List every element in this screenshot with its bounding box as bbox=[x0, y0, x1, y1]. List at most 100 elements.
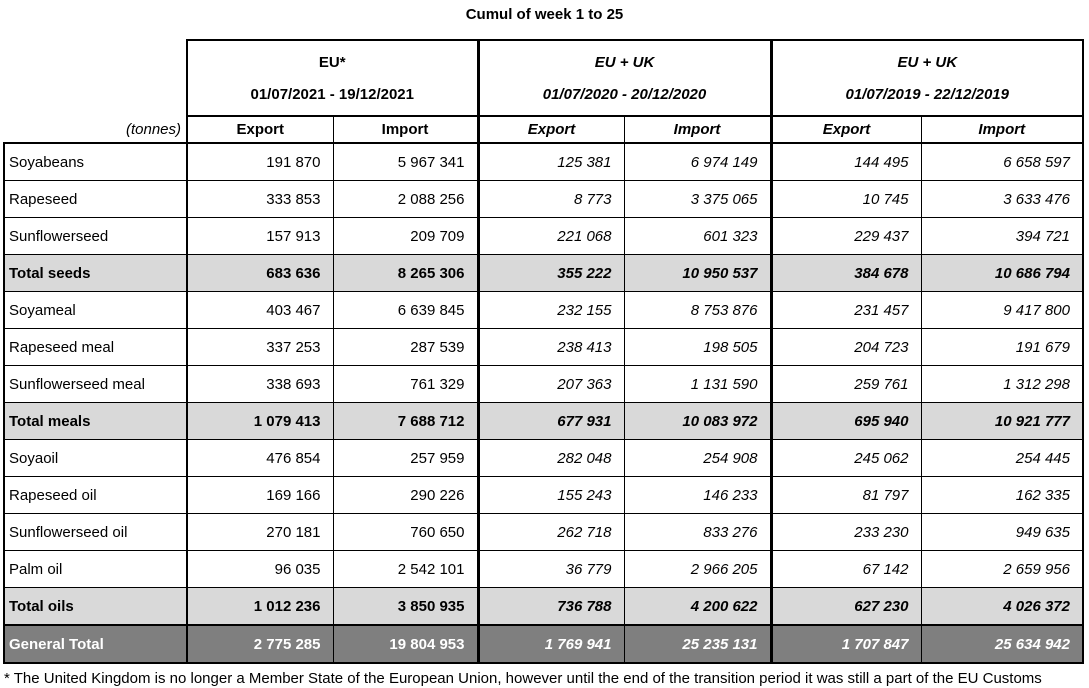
column-group-period: 01/07/2019 - 22/12/2019 bbox=[845, 85, 1009, 103]
row-label: Soyaoil bbox=[3, 439, 188, 477]
cell-export: 229 437 bbox=[769, 217, 922, 255]
cell-import: 3 375 065 bbox=[623, 180, 772, 218]
row-label: Soyabeans bbox=[3, 142, 188, 181]
row-palm-oil: Palm oil 96 035 2 542 101 36 779 2 966 2… bbox=[3, 550, 1084, 588]
row-label: Total oils bbox=[3, 587, 188, 626]
col-header-export: Export bbox=[476, 115, 625, 144]
cell-import: 760 650 bbox=[332, 513, 479, 551]
cell-import: 6 974 149 bbox=[623, 142, 772, 181]
col-header-import: Import bbox=[920, 115, 1084, 144]
cell-export: 403 467 bbox=[186, 291, 334, 329]
cell-import: 254 445 bbox=[920, 439, 1084, 477]
cell-export: 736 788 bbox=[476, 587, 625, 626]
cell-import: 7 688 712 bbox=[332, 402, 479, 440]
col-header-import: Import bbox=[623, 115, 772, 144]
cell-export: 96 035 bbox=[186, 550, 334, 588]
corner-cell bbox=[4, 40, 187, 116]
cell-import: 9 417 800 bbox=[920, 291, 1084, 329]
cell-export: 169 166 bbox=[186, 476, 334, 514]
cell-import: 1 131 590 bbox=[623, 365, 772, 403]
cell-export: 259 761 bbox=[769, 365, 922, 403]
cell-export: 204 723 bbox=[769, 328, 922, 366]
row-total-meals: Total meals 1 079 413 7 688 712 677 931 … bbox=[3, 402, 1084, 440]
cell-export: 683 636 bbox=[186, 254, 334, 292]
row-label: Soyameal bbox=[3, 291, 188, 329]
cell-export: 1 707 847 bbox=[769, 624, 922, 664]
cell-export: 695 940 bbox=[769, 402, 922, 440]
row-label: Sunflowerseed meal bbox=[3, 365, 188, 403]
column-group-eu-uk-2019: EU + UK 01/07/2019 - 22/12/2019 bbox=[769, 39, 1084, 117]
cell-export: 67 142 bbox=[769, 550, 922, 588]
column-group-eu-2021: EU* 01/07/2021 - 19/12/2021 bbox=[186, 39, 479, 117]
cell-export: 245 062 bbox=[769, 439, 922, 477]
cell-import: 287 539 bbox=[332, 328, 479, 366]
cell-export: 1 012 236 bbox=[186, 587, 334, 626]
row-general-total: General Total 2 775 285 19 804 953 1 769… bbox=[3, 624, 1084, 664]
cell-import: 2 966 205 bbox=[623, 550, 772, 588]
page-title: Cumul of week 1 to 25 bbox=[465, 6, 624, 23]
cell-import: 2 088 256 bbox=[332, 180, 479, 218]
cell-import: 19 804 953 bbox=[332, 624, 479, 664]
cell-export: 207 363 bbox=[476, 365, 625, 403]
cell-export: 338 693 bbox=[186, 365, 334, 403]
column-group-name: EU* bbox=[318, 53, 346, 71]
cell-import: 10 921 777 bbox=[920, 402, 1084, 440]
cell-export: 337 253 bbox=[186, 328, 334, 366]
cell-import: 5 967 341 bbox=[332, 142, 479, 181]
row-label: General Total bbox=[3, 624, 188, 664]
row-sunflowerseed-meal: Sunflowerseed meal 338 693 761 329 207 3… bbox=[3, 365, 1084, 403]
row-label: Sunflowerseed oil bbox=[3, 513, 188, 551]
cell-export: 155 243 bbox=[476, 476, 625, 514]
row-rapeseed-oil: Rapeseed oil 169 166 290 226 155 243 146… bbox=[3, 476, 1084, 514]
column-group-period: 01/07/2021 - 19/12/2021 bbox=[250, 85, 414, 103]
cell-export: 1 769 941 bbox=[476, 624, 625, 664]
cell-import: 394 721 bbox=[920, 217, 1084, 255]
cell-export: 476 854 bbox=[186, 439, 334, 477]
group-header-row: EU* 01/07/2021 - 19/12/2021 EU + UK 01/0… bbox=[4, 39, 1084, 117]
cell-export: 333 853 bbox=[186, 180, 334, 218]
cell-export: 232 155 bbox=[476, 291, 625, 329]
row-sunflowerseed-oil: Sunflowerseed oil 270 181 760 650 262 71… bbox=[3, 513, 1084, 551]
row-total-oils: Total oils 1 012 236 3 850 935 736 788 4… bbox=[3, 587, 1084, 626]
cell-export: 144 495 bbox=[769, 142, 922, 181]
row-soyameal: Soyameal 403 467 6 639 845 232 155 8 753… bbox=[3, 291, 1084, 329]
cell-export: 231 457 bbox=[769, 291, 922, 329]
cell-export: 191 870 bbox=[186, 142, 334, 181]
cell-import: 10 950 537 bbox=[623, 254, 772, 292]
cell-import: 290 226 bbox=[332, 476, 479, 514]
cell-import: 601 323 bbox=[623, 217, 772, 255]
cell-export: 125 381 bbox=[476, 142, 625, 181]
row-total-seeds: Total seeds 683 636 8 265 306 355 222 10… bbox=[3, 254, 1084, 292]
unit-label: (tonnes) bbox=[4, 116, 187, 143]
cell-export: 627 230 bbox=[769, 587, 922, 626]
column-group-name: EU + UK bbox=[594, 53, 655, 71]
cell-export: 282 048 bbox=[476, 439, 625, 477]
cell-export: 677 931 bbox=[476, 402, 625, 440]
cell-import: 2 542 101 bbox=[332, 550, 479, 588]
col-header-export: Export bbox=[186, 115, 334, 144]
cell-import: 10 083 972 bbox=[623, 402, 772, 440]
cell-export: 2 775 285 bbox=[186, 624, 334, 664]
cell-import: 3 633 476 bbox=[920, 180, 1084, 218]
column-group-eu-uk-2020: EU + UK 01/07/2020 - 20/12/2020 bbox=[476, 39, 772, 117]
col-header-import: Import bbox=[332, 115, 479, 144]
subheader-row: (tonnes) Export Import Export Import Exp… bbox=[4, 115, 1084, 144]
cell-export: 238 413 bbox=[476, 328, 625, 366]
cell-import: 2 659 956 bbox=[920, 550, 1084, 588]
cell-export: 8 773 bbox=[476, 180, 625, 218]
cell-export: 221 068 bbox=[476, 217, 625, 255]
row-sunflowerseed: Sunflowerseed 157 913 209 709 221 068 60… bbox=[3, 217, 1084, 255]
cell-import: 8 753 876 bbox=[623, 291, 772, 329]
footnote: * The United Kingdom is no longer a Memb… bbox=[4, 669, 1089, 688]
cell-import: 761 329 bbox=[332, 365, 479, 403]
cell-import: 198 505 bbox=[623, 328, 772, 366]
cell-import: 1 312 298 bbox=[920, 365, 1084, 403]
cell-import: 833 276 bbox=[623, 513, 772, 551]
cell-import: 4 026 372 bbox=[920, 587, 1084, 626]
cell-export: 157 913 bbox=[186, 217, 334, 255]
cell-export: 36 779 bbox=[476, 550, 625, 588]
cell-import: 254 908 bbox=[623, 439, 772, 477]
cell-export: 1 079 413 bbox=[186, 402, 334, 440]
cell-import: 3 850 935 bbox=[332, 587, 479, 626]
row-rapeseed-meal: Rapeseed meal 337 253 287 539 238 413 19… bbox=[3, 328, 1084, 366]
